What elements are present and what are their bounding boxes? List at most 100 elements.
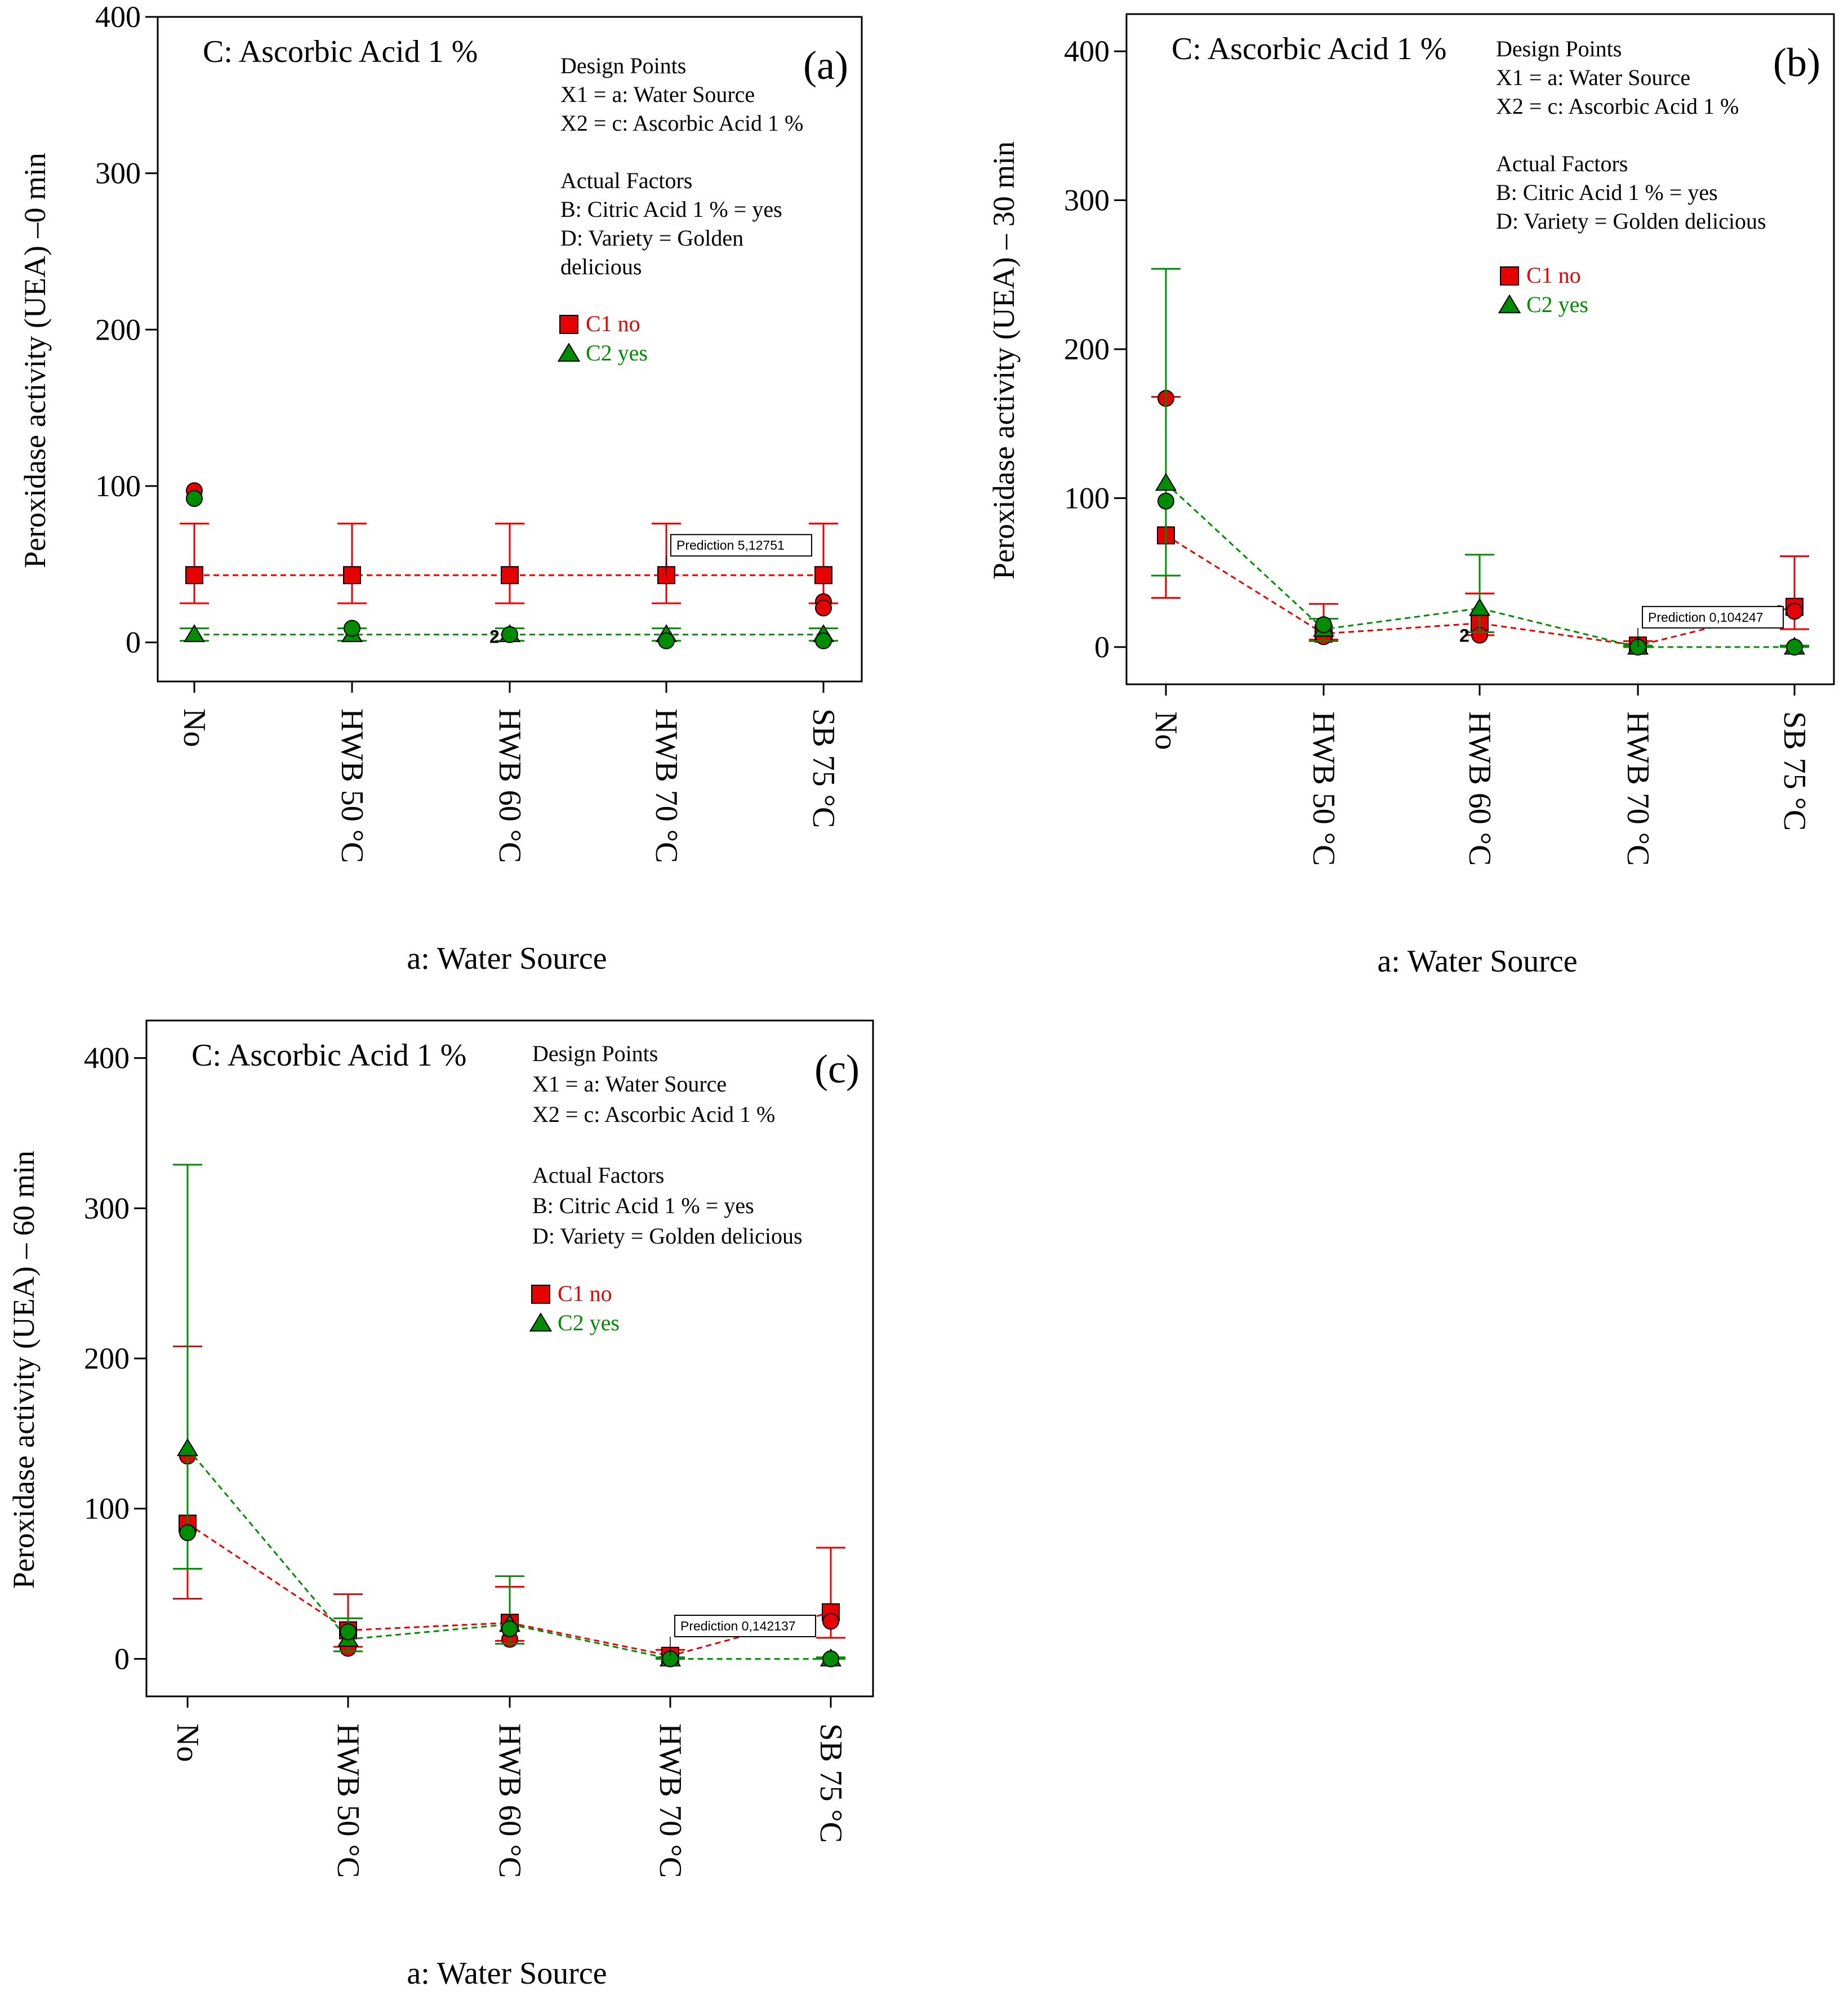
prediction-label: Prediction 0,142137 bbox=[680, 1619, 796, 1633]
y-axis-label: Peroxidase activity (UEA) – 60 min bbox=[7, 1151, 41, 1589]
design-point bbox=[501, 626, 518, 643]
design-point bbox=[1786, 603, 1803, 620]
y-tick-label: 300 bbox=[95, 157, 141, 190]
x-tick-label: HWB 50 °C bbox=[331, 1723, 366, 1878]
y-tick-label: 200 bbox=[84, 1342, 130, 1375]
prediction-label: Prediction 5,12751 bbox=[676, 538, 785, 553]
plot-title: C: Ascorbic Acid 1 % bbox=[192, 1038, 466, 1073]
y-tick-label: 400 bbox=[1064, 34, 1110, 68]
mean-marker bbox=[1468, 598, 1491, 616]
legend-label: C1 no bbox=[558, 1281, 612, 1306]
y-tick-label: 300 bbox=[1064, 184, 1110, 217]
x-axis-label: a: Water Source bbox=[1377, 944, 1577, 979]
y-tick-label: 100 bbox=[84, 1492, 130, 1526]
panel-a: 0 100 200 300 400 No HWB 50 °C HWB 60 °C HWB 70 … bbox=[18, 0, 863, 976]
design-point bbox=[815, 632, 832, 649]
panel-label: (a) bbox=[803, 43, 848, 88]
prediction-box bbox=[1642, 605, 1784, 629]
y-tick-label: 0 bbox=[126, 626, 141, 660]
design-info-line: Design Points bbox=[560, 53, 686, 78]
design-info-line: Design Points bbox=[532, 1041, 658, 1066]
series-2 bbox=[1151, 268, 1809, 656]
series-2 bbox=[173, 1164, 845, 1668]
x-tick-label: HWB 60 °C bbox=[492, 1723, 527, 1878]
design-info-line: B: Citric Acid 1 % = yes bbox=[560, 197, 782, 222]
design-point bbox=[179, 1524, 196, 1541]
design-info-line: B: Citric Acid 1 % = yes bbox=[1496, 180, 1718, 205]
legend-label: C2 yes bbox=[558, 1310, 620, 1335]
mean-marker bbox=[1155, 473, 1177, 491]
legend-marker-square bbox=[559, 315, 578, 334]
x-tick-label: HWB 60 °C bbox=[1462, 711, 1497, 866]
x-axis-label: a: Water Source bbox=[407, 1956, 607, 1991]
prediction-box bbox=[670, 534, 812, 557]
x-tick-label: HWB 50 °C bbox=[1306, 711, 1341, 866]
x-axis-label: a: Water Source bbox=[407, 941, 607, 976]
legend-label: C2 yes bbox=[1526, 292, 1588, 317]
design-info-line: B: Citric Acid 1 % = yes bbox=[532, 1193, 754, 1218]
design-point bbox=[1315, 616, 1332, 634]
design-info-line: X2 = c: Ascorbic Acid 1 % bbox=[560, 110, 803, 136]
design-point bbox=[1786, 638, 1803, 656]
prediction-box bbox=[674, 1615, 816, 1637]
design-point bbox=[340, 1623, 357, 1641]
design-point bbox=[822, 1650, 839, 1668]
y-tick-label: 100 bbox=[95, 469, 141, 503]
legend-label: C1 no bbox=[1526, 262, 1581, 288]
point-count-label: 2 bbox=[489, 626, 500, 647]
x-tick-label: No bbox=[1148, 711, 1183, 750]
design-info-line: D: Variety = Golden bbox=[560, 225, 743, 251]
legend-marker-triangle bbox=[1498, 294, 1521, 314]
plot-title: C: Ascorbic Acid 1 % bbox=[1172, 32, 1446, 66]
x-tick-label: No bbox=[170, 1723, 205, 1762]
y-tick-label: 100 bbox=[1064, 481, 1110, 515]
design-info-line: D: Variety = Golden delicious bbox=[1496, 208, 1766, 234]
x-tick-label: HWB 50 °C bbox=[335, 709, 369, 863]
y-tick-label: 200 bbox=[1064, 332, 1110, 366]
design-point bbox=[1157, 492, 1174, 510]
design-point bbox=[501, 1620, 518, 1637]
legend-marker-square bbox=[531, 1285, 550, 1304]
design-info-line: X1 = a: Water Source bbox=[532, 1071, 727, 1097]
y-tick-label: 400 bbox=[84, 1041, 130, 1075]
legend-marker-triangle bbox=[557, 342, 581, 362]
design-info-line: Actual Factors bbox=[1496, 151, 1628, 176]
series-2 bbox=[180, 490, 838, 649]
design-point bbox=[815, 599, 832, 617]
y-tick-label: 0 bbox=[1094, 630, 1110, 664]
design-info-line: Design Points bbox=[1496, 36, 1622, 61]
series-line bbox=[1165, 482, 1794, 648]
y-tick-label: 300 bbox=[84, 1191, 130, 1225]
y-axis-label: Peroxidase activity (UEA) –0 min bbox=[18, 153, 52, 568]
x-tick-label: HWB 60 °C bbox=[492, 709, 527, 863]
series-line bbox=[1165, 534, 1795, 647]
design-info-line: Actual Factors bbox=[532, 1162, 664, 1188]
x-tick-label: SB 75 °C bbox=[806, 709, 841, 828]
design-point bbox=[822, 1612, 839, 1630]
panel-c: 0 100 200 300 400 No HWB 50 °C HWB 60 °C HWB 70 … bbox=[7, 1019, 874, 1991]
x-tick-label: SB 75 °C bbox=[1777, 711, 1812, 831]
point-count-label: 2 bbox=[1459, 626, 1470, 646]
panel-b: 0 100 200 300 400 No HWB 50 °C HWB 60 °C HWB 70 … bbox=[987, 13, 1835, 979]
legend-marker-square bbox=[1500, 266, 1519, 286]
x-tick-label: HWB 70 °C bbox=[653, 1723, 688, 1878]
design-info-line: Actual Factors bbox=[560, 168, 692, 193]
design-info-line: delicious bbox=[560, 254, 642, 279]
design-info-line: D: Variety = Golden delicious bbox=[532, 1223, 803, 1249]
y-tick-label: 0 bbox=[114, 1642, 130, 1676]
series-line bbox=[186, 1448, 831, 1660]
legend-label: C2 yes bbox=[586, 340, 648, 366]
mean-marker bbox=[176, 1438, 199, 1456]
y-tick-label: 400 bbox=[95, 0, 141, 34]
design-point bbox=[658, 632, 675, 649]
mean-marker bbox=[183, 624, 206, 643]
design-info-line: X1 = a: Water Source bbox=[560, 82, 755, 107]
prediction-label: Prediction 0,104247 bbox=[1648, 610, 1764, 625]
mean-marker bbox=[343, 566, 361, 585]
x-tick-label: HWB 70 °C bbox=[649, 709, 684, 863]
x-tick-label: No bbox=[177, 709, 212, 747]
design-info-line: X2 = c: Ascorbic Acid 1 % bbox=[532, 1102, 775, 1127]
legend-marker-triangle bbox=[529, 1312, 553, 1332]
mean-marker bbox=[814, 566, 832, 585]
